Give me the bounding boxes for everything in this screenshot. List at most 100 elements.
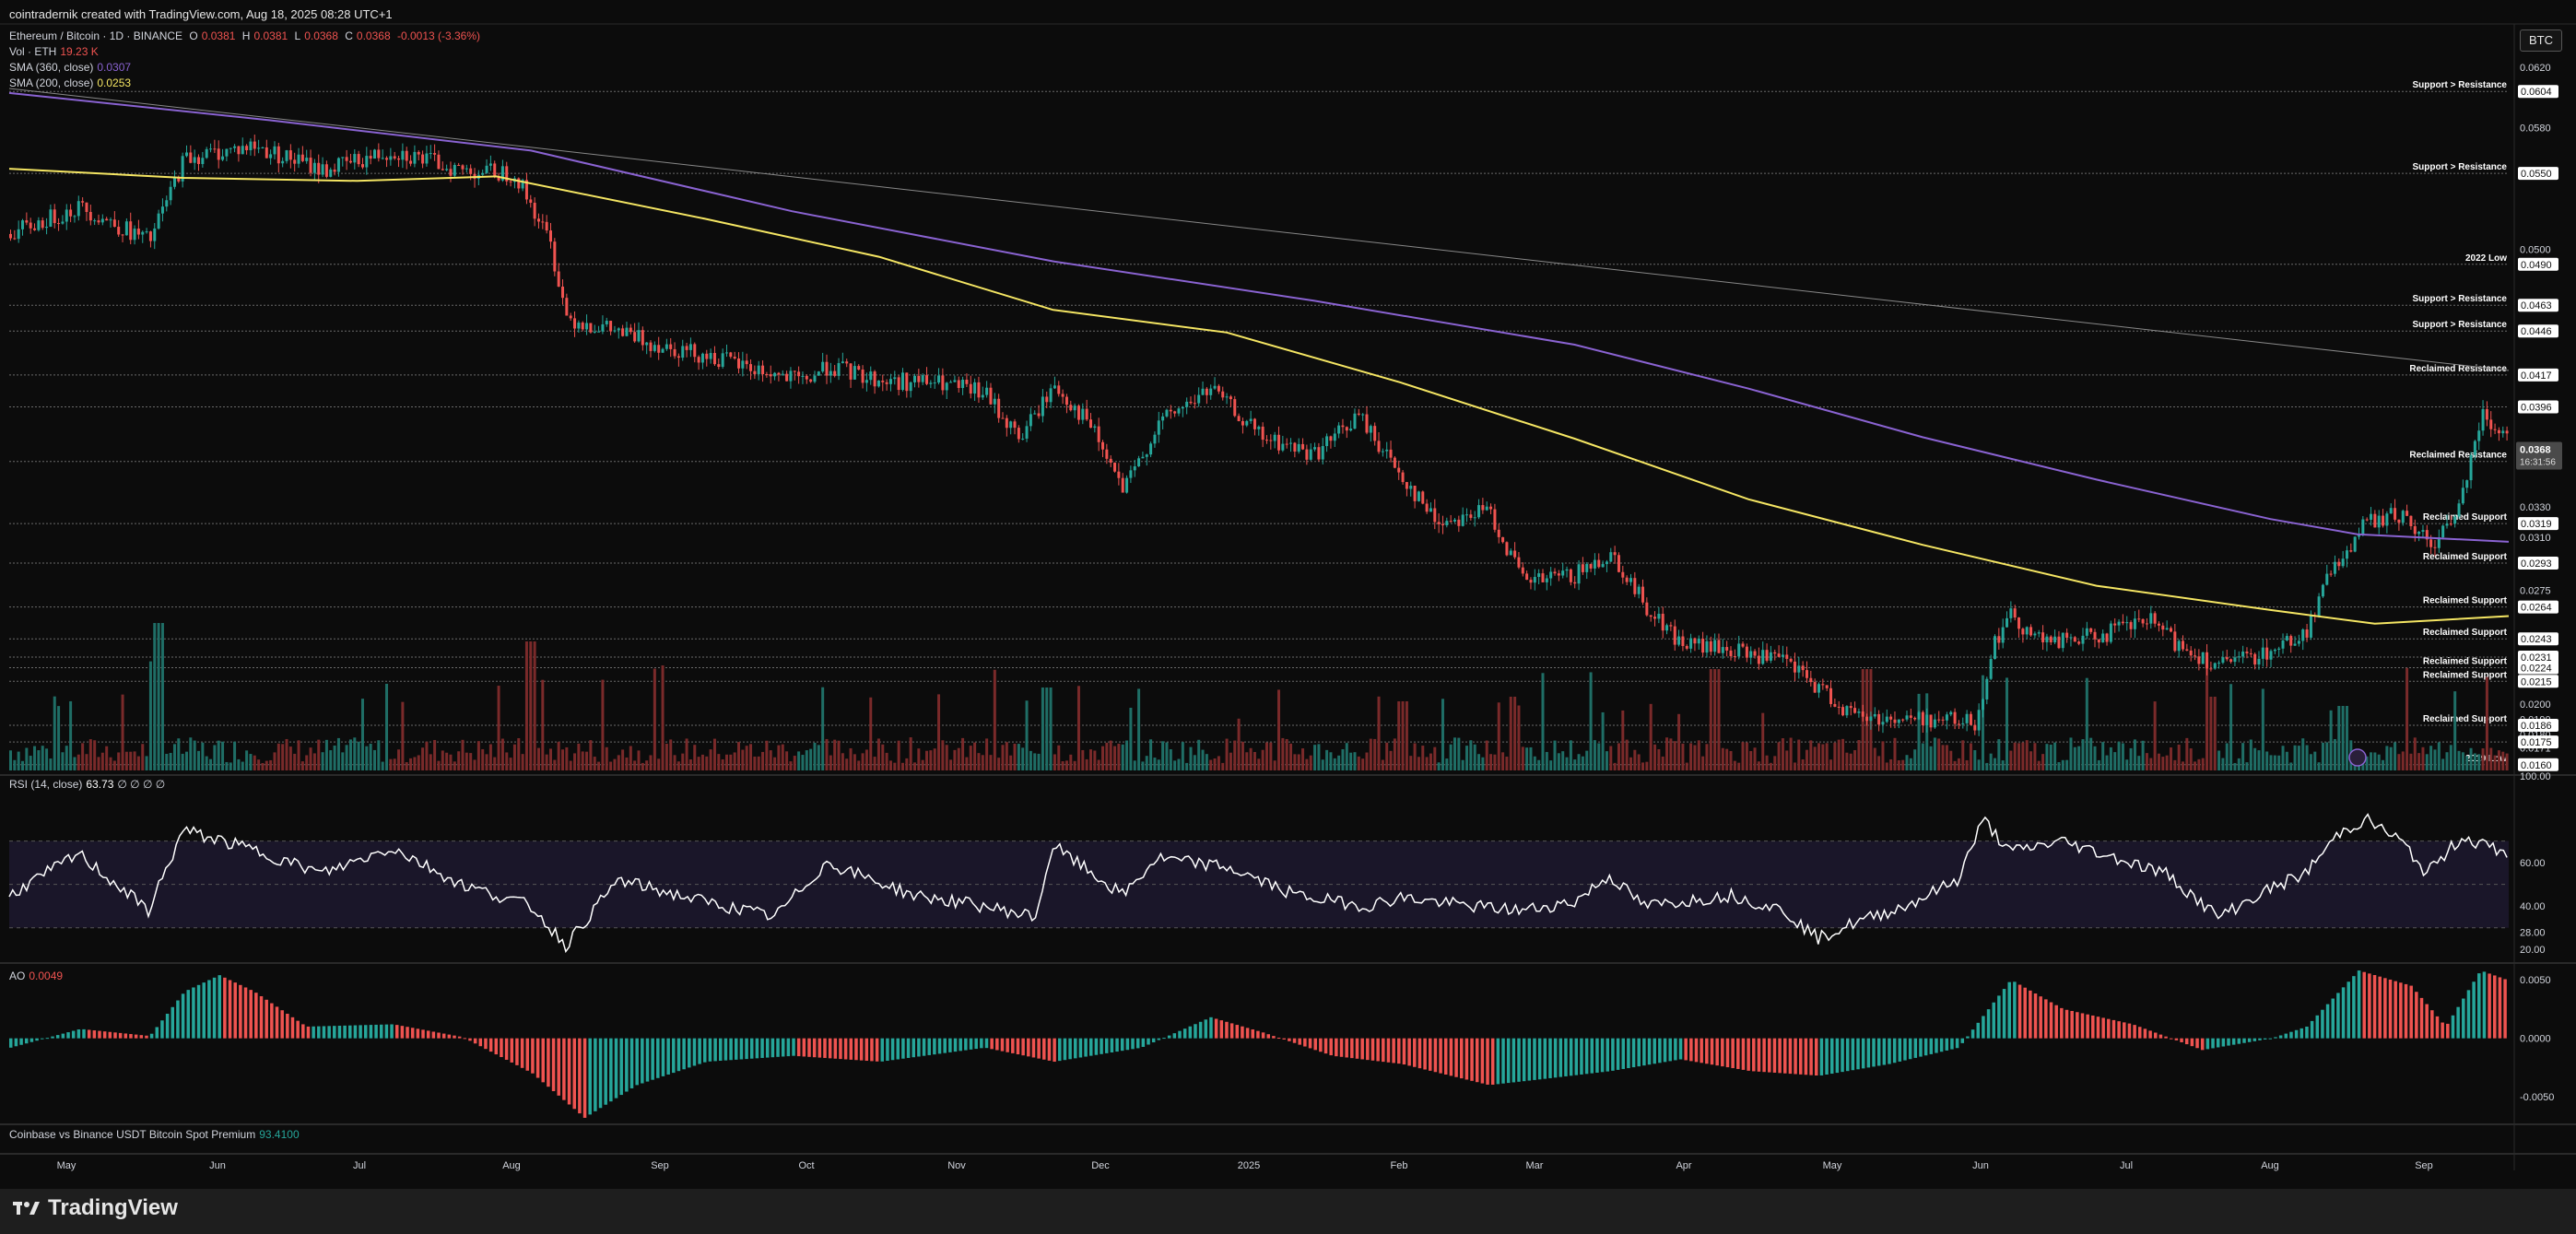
candle-body: [9, 233, 12, 239]
volume-bar: [1753, 747, 1757, 770]
candle-body: [1869, 716, 1873, 722]
candle-body: [953, 380, 957, 382]
candle-body: [1281, 443, 1285, 451]
level-value-label: 0.0293: [2521, 558, 2552, 570]
volume-bar: [461, 739, 465, 770]
ao-bar: [1747, 1038, 1750, 1071]
ao-bar: [2472, 981, 2476, 1039]
candle-body: [749, 364, 753, 371]
candle-body: [1925, 714, 1929, 725]
candle-body: [700, 353, 704, 363]
rsi-legend[interactable]: RSI (14, close) 63.73 ∅ ∅ ∅ ∅: [9, 778, 169, 791]
level-value-label: 0.0319: [2521, 519, 2552, 530]
ao-bar: [933, 1038, 936, 1055]
candle-body: [809, 379, 813, 382]
candle-body: [413, 151, 417, 164]
symbol-button[interactable]: BTC: [2520, 29, 2562, 52]
candle-body: [1573, 582, 1577, 584]
candle-body: [1441, 523, 1444, 525]
candle-body: [1701, 638, 1705, 653]
candle-body: [488, 163, 492, 166]
candle-body: [1537, 573, 1541, 578]
main-legend[interactable]: Ethereum / Bitcoin · 1D · BINANCE O 0.038…: [9, 29, 484, 42]
ao-legend[interactable]: AO 0.0049: [9, 970, 66, 982]
ao-bar: [333, 1026, 336, 1039]
volume-bar: [1649, 703, 1653, 770]
ao-bar: [906, 1038, 911, 1058]
volume-bar: [1113, 746, 1117, 770]
candle-body: [1325, 436, 1329, 447]
volume-bar: [1305, 758, 1309, 770]
candle-body: [1189, 401, 1193, 404]
ao-bar: [2498, 977, 2502, 1039]
ao-bar: [1178, 1030, 1182, 1039]
volume-bar: [2273, 755, 2276, 770]
ao-bar: [980, 1038, 983, 1049]
volume-bar: [2401, 751, 2405, 770]
ao-bar: [359, 1025, 362, 1039]
volume-bar: [753, 756, 757, 770]
volume-bar: [1405, 701, 1408, 770]
volume-bar: [148, 661, 152, 770]
volume-bar: [1857, 739, 1861, 770]
volume-legend[interactable]: Vol · ETH 19.23 K: [9, 45, 102, 58]
candle-body: [765, 373, 769, 375]
candle-body: [1088, 419, 1092, 429]
volume-bar: [2129, 747, 2133, 770]
volume-bar: [869, 697, 873, 770]
candle-body: [1429, 508, 1432, 512]
ao-bar: [896, 1038, 900, 1060]
volume-bar: [285, 738, 288, 770]
volume-bar: [401, 701, 405, 770]
candle-body: [2037, 632, 2041, 634]
rsi-tick-label: 60.00: [2520, 858, 2546, 869]
level-value-box: [2518, 299, 2558, 312]
volume-bar: [2377, 754, 2381, 770]
candle-body: [57, 223, 61, 225]
volume-bar: [93, 740, 97, 770]
candle-body: [1733, 656, 1736, 658]
candle-body: [1633, 578, 1637, 594]
volume-bar: [1249, 747, 1253, 770]
level-label: Reclaimed Resistance: [2409, 364, 2507, 374]
candle-body: [1173, 411, 1177, 414]
ao-bar: [2123, 1022, 2126, 1039]
ao-bar: [500, 1038, 503, 1058]
volume-bar: [1765, 755, 1769, 770]
close-value: 0.0368: [356, 29, 391, 42]
ao-bar: [2049, 1002, 2053, 1039]
ao-bar: [463, 1038, 467, 1040]
ao-bar: [1527, 1038, 1532, 1081]
ao-bar: [1235, 1025, 1240, 1039]
candle-body: [2141, 618, 2145, 624]
candle-body: [1553, 571, 1557, 574]
volume-bar: [2069, 737, 2073, 770]
tradingview-logo[interactable]: TradingView: [13, 1195, 178, 1221]
open-value: 0.0381: [201, 29, 236, 42]
ao-bar: [1047, 1038, 1052, 1061]
candle-body: [565, 298, 569, 316]
ao-bar: [1475, 1038, 1479, 1083]
candle-body: [1133, 465, 1136, 471]
candle-body: [1645, 602, 1649, 616]
ao-bar: [270, 1003, 274, 1039]
volume-bar: [1309, 755, 1312, 770]
candle-body: [1849, 706, 1853, 709]
ao-bar: [364, 1025, 368, 1039]
sma200-legend[interactable]: SMA (200, close) 0.0253: [9, 76, 135, 89]
ao-bar: [2195, 1038, 2199, 1049]
volume-bar: [793, 756, 796, 770]
ao-bar: [348, 1025, 352, 1039]
ao-bar: [2023, 987, 2027, 1039]
candle-body: [385, 158, 389, 160]
sma360-legend[interactable]: SMA (360, close) 0.0307: [9, 61, 135, 74]
volume-bar: [2085, 677, 2088, 770]
volume-bar: [1697, 740, 1700, 770]
volume-bar: [1053, 754, 1056, 770]
candle-body: [724, 352, 728, 354]
ao-bar: [1762, 1038, 1766, 1073]
candle-body: [1709, 641, 1712, 652]
volume-bar: [177, 738, 181, 770]
premium-legend[interactable]: Coinbase vs Binance USDT Bitcoin Spot Pr…: [9, 1128, 303, 1141]
